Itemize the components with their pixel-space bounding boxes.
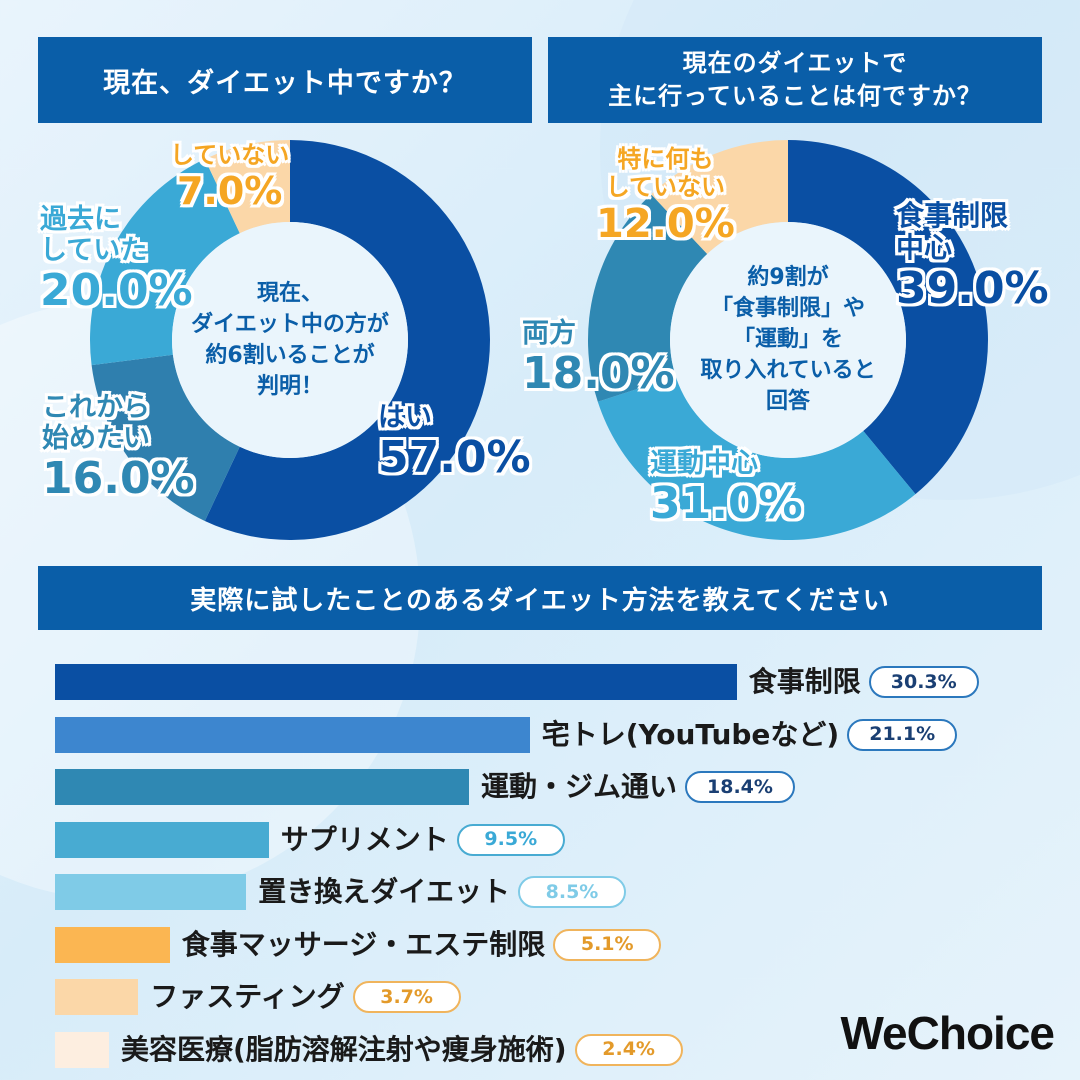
slice-label-name: 食事制限 [896,199,1009,232]
slice-label-name: 中心 [896,231,953,265]
q1-center-line: 判明！ [256,374,323,399]
donut-slice [588,194,708,402]
slice-label-name: していない [170,141,290,169]
slice-label-name: 特に何も [617,145,714,173]
slice-label-value: 12.0% [596,201,735,248]
slice-label-name: していない [605,172,726,201]
bar [55,821,269,858]
bar [55,716,530,753]
bar-category-label: 美容医療(脂肪溶解注射や痩身施術) [121,1032,567,1066]
donut-slice [204,140,490,540]
bar-value-label: 3.7% [352,981,461,1013]
donut-chart-q2 [588,140,988,540]
bar-category-label: 置き換えダイエット [258,875,510,908]
q1-center-line: 約6割いることが [205,343,375,368]
donut-slice [91,354,240,521]
bar-value-label: 18.4% [685,771,795,803]
slice-label: 食事制限 中心 39.0% [896,199,1049,315]
q2-title: 現在のダイエットで 主に行っていることは何ですか？ [548,37,1042,123]
q2-center-text: 約9割が 「食事制限」や 「運動」を 取り入れていると 回答 [668,262,908,417]
slice-label-name: 過去に [40,204,121,235]
bar-value-label: 30.3% [868,666,979,698]
slice-label-name: これから [42,392,150,423]
slice-label: 過去に していた 20.0% [40,204,193,317]
slice-label: はい 57.0% [378,402,531,484]
slice-label: していない 7.0% [170,141,290,213]
donut-chart-q1 [89,140,490,540]
bar-category-label: 食事制限 [748,665,861,698]
bar-category-label: 運動・ジム通い [481,770,678,803]
slice-label-name: 始めたい [42,423,150,455]
bar-category-label: 食事マッサージ・エステ制限 [181,927,546,961]
donut-slice [597,376,916,540]
slice-label-name: していた [40,235,148,267]
q3-title: 実際に試したことのあるダイエット方法を教えてください [38,566,1042,630]
q1-center-text: 現在、 ダイエット中の方が 約6割いることが 判明！ [170,278,410,402]
q2-title-line1: 現在のダイエットで [682,49,908,77]
slice-label-name: 運動中心 [650,448,758,479]
slice-label-value: 20.0% [40,265,193,317]
slice-label-value: 57.0% [378,432,531,484]
slice-label-value: 16.0% [42,453,195,505]
bar-category-label: サプリメント [280,822,449,856]
slice-label-value: 18.0% [522,348,675,400]
q1-center-line: 現在、 [256,281,323,306]
bar-value-label: 9.5% [456,823,565,856]
q1-title: 現在、ダイエット中ですか？ [38,37,532,123]
bar [55,874,247,910]
slice-label-value: 39.0% [896,263,1049,315]
bar [55,926,170,963]
slice-label: 両方 18.0% [522,318,675,400]
slice-label-value: 31.0% [650,478,803,530]
slice-label-name: 両方 [522,318,576,349]
bar-category-label: ファスティング [150,980,345,1013]
donut-hole [670,222,906,458]
bar-value-label: 8.5% [517,876,626,908]
q2-center-line: 「運動」を [732,327,843,352]
bar-value-label: 2.4% [574,1033,683,1066]
bar-category-label: 宅トレ(YouTubeなど) [541,717,840,751]
bar-value-label: 5.1% [553,928,662,961]
slice-label: 運動中心 31.0% [650,448,803,530]
q2-center-line: 回答 [765,389,810,414]
q2-center-line: 「食事制限」や [710,296,865,321]
slice-label: これから 始めたい 16.0% [42,392,195,505]
bar [55,979,139,1015]
bar [55,1031,109,1068]
q2-title-line2: 主に行っていることは何ですか？ [608,82,982,110]
donut-slice [89,159,240,366]
donut-slice [651,140,788,254]
q2-center-line: 約9割が [747,265,829,290]
wechoice-logo: WeChoice [840,1007,1055,1059]
bar [55,769,469,805]
donut-slice [788,140,988,495]
bar-value-label: 21.1% [847,718,958,751]
slice-label-name: はい [378,402,432,433]
slice-label: 特に何も していない 12.0% [596,145,735,248]
q2-center-line: 取り入れていると [700,358,876,383]
q1-center-line: ダイエット中の方が [191,312,389,337]
donut-hole [172,222,408,458]
bar [55,664,737,700]
donut-slice [204,140,290,234]
slice-label-value: 7.0% [176,168,283,213]
